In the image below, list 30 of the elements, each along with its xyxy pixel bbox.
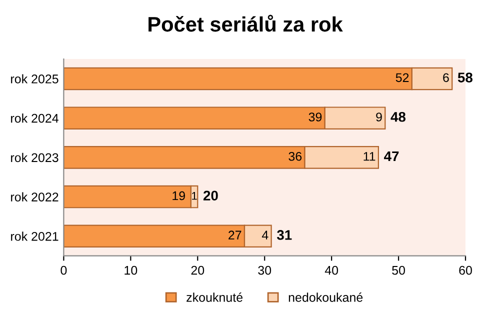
data-label: 4 [262, 230, 268, 240]
data-label: 36 [288, 152, 302, 161]
data-label: 9 [376, 112, 382, 122]
y-tick-label: rok 2022 [11, 192, 58, 202]
legend-label: nedokoukané [288, 292, 363, 302]
y-tick-label: rok 2021 [11, 232, 58, 241]
data-label: 27 [228, 230, 242, 240]
total-label: 58 [458, 72, 472, 82]
chart-title: Počet seriálů za rok [148, 14, 343, 32]
data-label: 19 [172, 191, 185, 200]
x-tick-label: 0 [60, 266, 67, 275]
x-tick-label: 60 [459, 266, 472, 275]
data-label: 6 [443, 73, 449, 82]
total-label: 31 [276, 230, 292, 240]
x-tick-label: 10 [124, 266, 138, 275]
y-tick-label: rok 2025 [11, 74, 58, 84]
x-tick-label: 20 [191, 266, 204, 275]
legend-label: zkouknuté [186, 292, 243, 302]
x-tick-label: 40 [324, 266, 338, 275]
total-label: 20 [203, 190, 218, 201]
data-label: 11 [364, 152, 376, 161]
total-label: 48 [390, 112, 406, 122]
data-label: 39 [308, 112, 322, 122]
x-tick-label: 30 [258, 266, 272, 275]
y-tick-label: rok 2023 [11, 152, 58, 162]
total-label: 47 [384, 151, 399, 162]
data-label: 1 [192, 192, 197, 200]
x-tick-label: 50 [392, 266, 405, 275]
y-tick-label: rok 2024 [11, 114, 58, 123]
data-label: 52 [396, 73, 409, 82]
